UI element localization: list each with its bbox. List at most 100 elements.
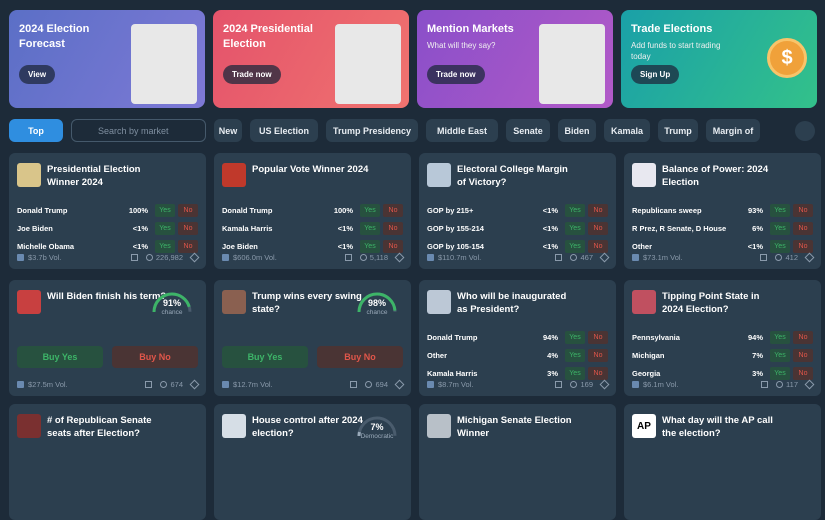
star-icon[interactable] bbox=[804, 252, 815, 263]
banner[interactable]: 2024 Election Forecast View bbox=[9, 10, 205, 108]
gift-icon[interactable] bbox=[761, 381, 769, 388]
yes-button[interactable]: Yes bbox=[360, 203, 380, 217]
buy-no-button[interactable]: Buy No bbox=[317, 346, 403, 368]
filter-tag[interactable]: Kamala bbox=[604, 119, 650, 142]
comment-icon[interactable] bbox=[775, 254, 783, 261]
comment-icon[interactable] bbox=[365, 381, 373, 388]
comment-icon[interactable] bbox=[776, 381, 784, 388]
no-button[interactable]: No bbox=[178, 203, 198, 217]
yes-button[interactable]: Yes bbox=[770, 239, 790, 253]
star-icon[interactable] bbox=[394, 252, 405, 263]
yes-button[interactable]: Yes bbox=[770, 366, 790, 380]
outcome-row: GOP by 105-154 <1% Yes No bbox=[427, 239, 608, 253]
comment-icon[interactable] bbox=[570, 254, 578, 261]
no-button[interactable]: No bbox=[588, 330, 608, 344]
banner-button[interactable]: Trade now bbox=[427, 65, 485, 84]
yes-button[interactable]: Yes bbox=[770, 348, 790, 362]
scroll-arrow[interactable] bbox=[795, 121, 815, 141]
top-button[interactable]: Top bbox=[9, 119, 63, 142]
market-title: Presidential Election Winner 2024 bbox=[47, 164, 141, 188]
banner-button[interactable]: Trade now bbox=[223, 65, 281, 84]
outcome-name: GOP by 155-214 bbox=[427, 223, 484, 233]
gift-icon[interactable] bbox=[130, 254, 138, 261]
market-card[interactable]: Trump wins every swing state? 98% chance Bu… bbox=[214, 280, 411, 396]
comment-icon[interactable] bbox=[359, 254, 367, 261]
market-card[interactable]: Electoral College Margin of Victory? GOP … bbox=[419, 153, 616, 269]
yes-button[interactable]: Yes bbox=[565, 221, 585, 235]
yes-button[interactable]: Yes bbox=[565, 348, 585, 362]
yes-button[interactable]: Yes bbox=[155, 239, 175, 253]
comment-icon[interactable] bbox=[145, 254, 153, 261]
filter-tag[interactable]: New bbox=[214, 119, 242, 142]
star-icon[interactable] bbox=[189, 379, 200, 390]
yes-button[interactable]: Yes bbox=[770, 203, 790, 217]
star-icon[interactable] bbox=[804, 379, 815, 390]
no-button[interactable]: No bbox=[588, 221, 608, 235]
no-button[interactable]: No bbox=[588, 239, 608, 253]
yes-button[interactable]: Yes bbox=[155, 221, 175, 235]
filter-tag[interactable]: Biden bbox=[558, 119, 596, 142]
yes-button[interactable]: Yes bbox=[770, 221, 790, 235]
filter-tag[interactable]: US Election bbox=[250, 119, 318, 142]
star-icon[interactable] bbox=[394, 379, 405, 390]
banner[interactable]: Mention Markets What will they say? Trade … bbox=[417, 10, 613, 108]
star-icon[interactable] bbox=[599, 252, 610, 263]
yes-button[interactable]: Yes bbox=[155, 203, 175, 217]
market-card[interactable]: AP What day will the AP call the election… bbox=[624, 404, 821, 520]
gift-icon[interactable] bbox=[145, 381, 153, 388]
market-card[interactable]: Will Biden finish his term? 91% chance Buy … bbox=[9, 280, 206, 396]
market-card[interactable]: # of Republican Senate seats after Elect… bbox=[9, 404, 206, 520]
filter-tag[interactable]: Margin of bbox=[706, 119, 760, 142]
no-button[interactable]: No bbox=[588, 203, 608, 217]
no-button[interactable]: No bbox=[178, 221, 198, 235]
volume-icon bbox=[427, 381, 434, 388]
yes-button[interactable]: Yes bbox=[360, 221, 380, 235]
comment-icon[interactable] bbox=[160, 381, 168, 388]
no-button[interactable]: No bbox=[383, 239, 403, 253]
yes-button[interactable]: Yes bbox=[565, 366, 585, 380]
no-button[interactable]: No bbox=[588, 366, 608, 380]
yes-button[interactable]: Yes bbox=[565, 330, 585, 344]
no-button[interactable]: No bbox=[178, 239, 198, 253]
banner-button[interactable]: Sign Up bbox=[631, 65, 680, 84]
banner[interactable]: $ Trade Elections Add funds to start tradi… bbox=[621, 10, 817, 108]
banner[interactable]: 2024 Presidential Election Trade now bbox=[213, 10, 409, 108]
buy-yes-button[interactable]: Buy Yes bbox=[222, 346, 308, 368]
no-button[interactable]: No bbox=[793, 221, 813, 235]
star-icon[interactable] bbox=[189, 252, 200, 263]
market-card[interactable]: Tipping Point State in 2024 Election? Pen… bbox=[624, 280, 821, 396]
star-icon[interactable] bbox=[599, 379, 610, 390]
no-button[interactable]: No bbox=[793, 348, 813, 362]
yes-button[interactable]: Yes bbox=[770, 330, 790, 344]
banner-button[interactable]: View bbox=[19, 65, 56, 84]
market-card[interactable]: House control after 2024 election? 7% Demo… bbox=[214, 404, 411, 520]
yes-button[interactable]: Yes bbox=[565, 239, 585, 253]
no-button[interactable]: No bbox=[793, 203, 813, 217]
market-card[interactable]: Popular Vote Winner 2024 Donald Trump 100%… bbox=[214, 153, 411, 269]
market-card[interactable]: Michigan Senate Election Winner bbox=[419, 404, 616, 520]
gift-icon[interactable] bbox=[555, 381, 563, 388]
yes-button[interactable]: Yes bbox=[565, 203, 585, 217]
no-button[interactable]: No bbox=[588, 348, 608, 362]
gift-icon[interactable] bbox=[555, 254, 563, 261]
market-card[interactable]: Who will be inaugurated as President? Don… bbox=[419, 280, 616, 396]
search-box[interactable]: Search by market bbox=[71, 119, 206, 142]
buy-no-button[interactable]: Buy No bbox=[112, 346, 198, 368]
filter-tag[interactable]: Middle East bbox=[426, 119, 498, 142]
yes-button[interactable]: Yes bbox=[360, 239, 380, 253]
market-card[interactable]: Balance of Power: 2024 Election Republica… bbox=[624, 153, 821, 269]
gift-icon[interactable] bbox=[760, 254, 768, 261]
gift-icon[interactable] bbox=[344, 254, 352, 261]
no-button[interactable]: No bbox=[793, 366, 813, 380]
no-button[interactable]: No bbox=[383, 221, 403, 235]
no-button[interactable]: No bbox=[383, 203, 403, 217]
buy-yes-button[interactable]: Buy Yes bbox=[17, 346, 103, 368]
filter-tag[interactable]: Trump Presidency bbox=[326, 119, 418, 142]
filter-tag[interactable]: Senate bbox=[506, 119, 550, 142]
no-button[interactable]: No bbox=[793, 330, 813, 344]
gift-icon[interactable] bbox=[350, 381, 358, 388]
no-button[interactable]: No bbox=[793, 239, 813, 253]
market-card[interactable]: Presidential Election Winner 2024 Donald … bbox=[9, 153, 206, 269]
comment-icon[interactable] bbox=[570, 381, 578, 388]
filter-tag[interactable]: Trump bbox=[658, 119, 698, 142]
